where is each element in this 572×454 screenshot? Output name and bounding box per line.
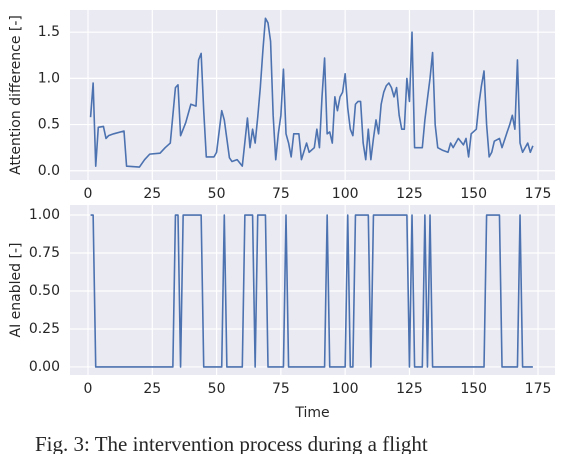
x-tick-label: 25 — [143, 186, 161, 202]
y-tick-label: 1.5 — [38, 24, 60, 40]
y-tick-label: 0.50 — [29, 283, 60, 299]
y-tick-label: 0.0 — [38, 163, 60, 179]
x-tick-label: 75 — [272, 186, 290, 202]
x-tick-label: 0 — [84, 381, 93, 397]
x-tick-label: 0 — [84, 186, 93, 202]
y-tick-label: 1.0 — [38, 70, 60, 86]
y-axis-label: Attention difference [-] — [8, 15, 24, 175]
x-tick-label: 125 — [396, 186, 423, 202]
y-tick-label: 0.00 — [29, 359, 60, 375]
x-tick-label: 25 — [143, 381, 161, 397]
x-tick-label: 75 — [272, 381, 290, 397]
plot-area — [70, 10, 555, 180]
y-tick-label: 0.75 — [29, 245, 60, 261]
x-tick-label: 125 — [396, 381, 423, 397]
x-tick-label: 100 — [332, 186, 359, 202]
x-axis-label: Time — [294, 405, 329, 421]
caption: Fig. 3: The intervention process during … — [35, 432, 428, 454]
data-line — [89, 17, 534, 168]
y-axis-label: AI enabled [-] — [8, 243, 24, 338]
y-tick-label: 0.25 — [29, 321, 60, 337]
x-tick-label: 150 — [460, 186, 487, 202]
x-tick-label: 175 — [525, 381, 552, 397]
x-tick-label: 50 — [208, 381, 226, 397]
x-tick-label: 175 — [525, 186, 552, 202]
y-tick-label: 0.5 — [38, 117, 60, 133]
y-tick-label: 1.00 — [29, 207, 60, 223]
x-tick-label: 100 — [332, 381, 359, 397]
x-tick-label: 50 — [208, 186, 226, 202]
data-line — [90, 214, 533, 368]
plot-area — [70, 205, 555, 375]
x-tick-label: 150 — [460, 381, 487, 397]
